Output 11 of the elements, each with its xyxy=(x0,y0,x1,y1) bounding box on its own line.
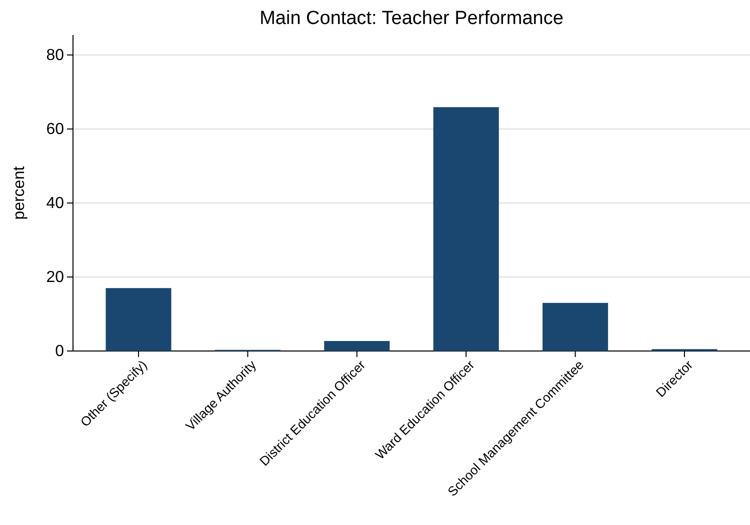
bar xyxy=(542,302,608,351)
bar xyxy=(433,107,499,351)
y-axis-title: percent xyxy=(11,166,28,220)
chart-title: Main Contact: Teacher Performance xyxy=(260,8,564,29)
y-tick-label: 20 xyxy=(46,269,64,286)
bar xyxy=(324,341,390,351)
y-tick-label: 80 xyxy=(46,47,64,64)
y-tick-label: 60 xyxy=(46,121,64,138)
y-tick-label: 0 xyxy=(55,343,64,360)
bar xyxy=(106,288,172,351)
y-tick-label: 40 xyxy=(46,195,64,212)
